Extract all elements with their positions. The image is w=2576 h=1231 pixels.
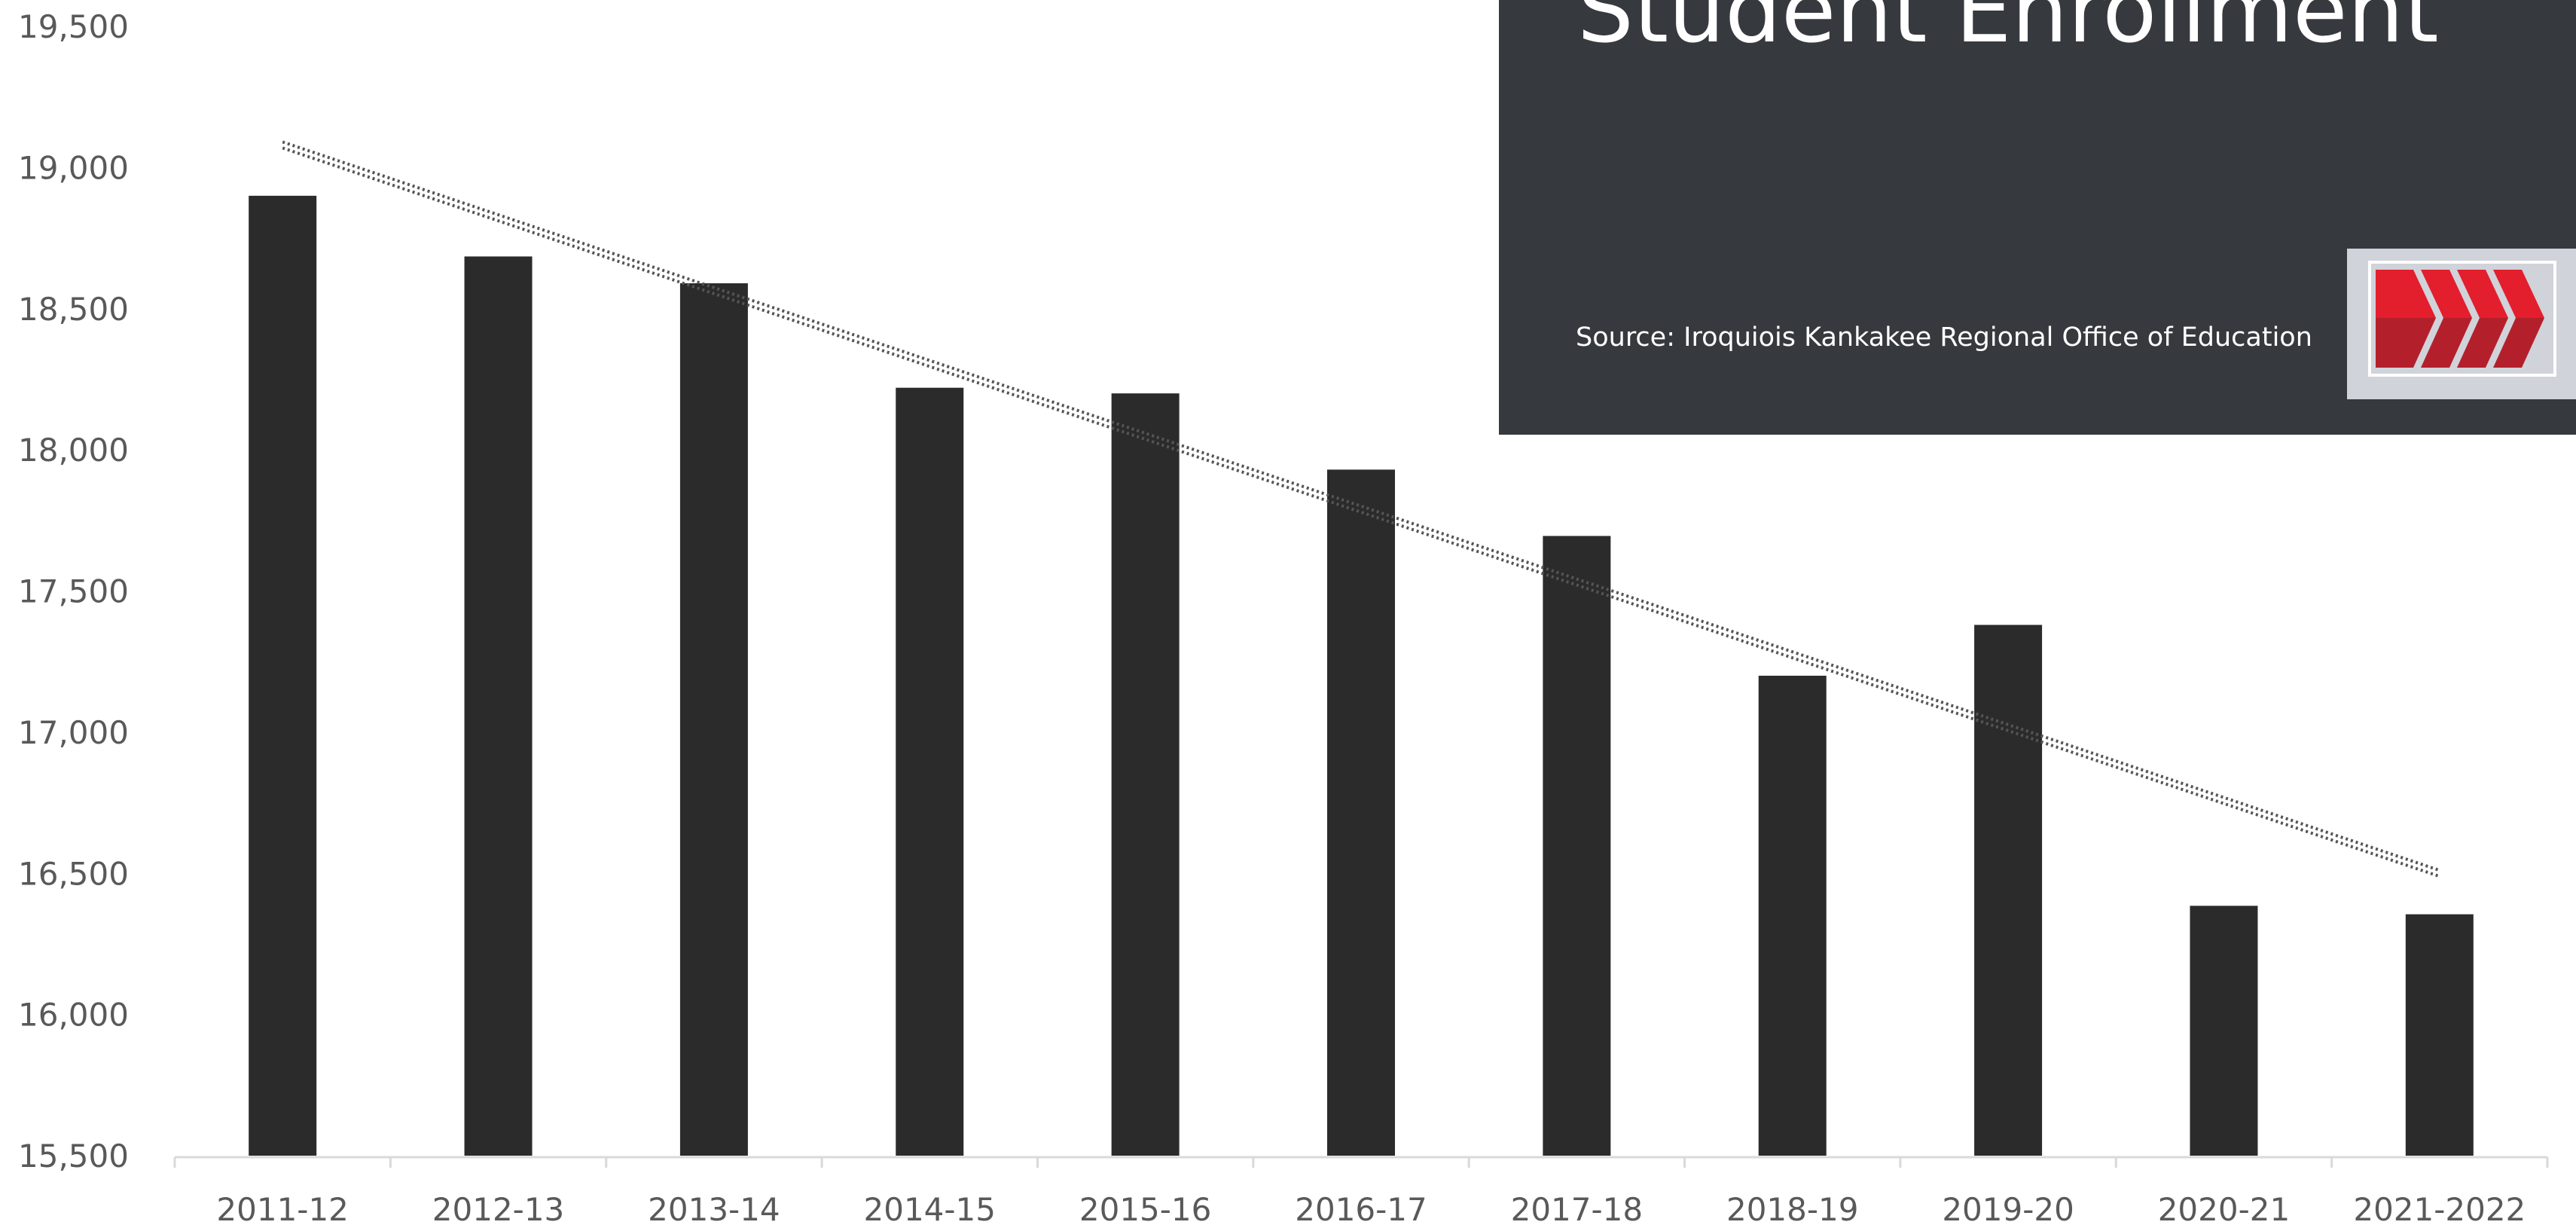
source-note: Source: Iroquiois Kankakee Regional Offi… — [1576, 322, 2312, 353]
y-tick-label: 17,500 — [18, 573, 129, 610]
bar-2016-17 — [1327, 469, 1395, 1156]
y-tick-label: 18,500 — [18, 291, 129, 328]
x-tick-label: 2018-19 — [1726, 1191, 1859, 1228]
y-tick-label: 15,500 — [18, 1138, 129, 1174]
title-panel: Student Enrollment Source: Iroquiois Kan… — [1499, 0, 2576, 435]
x-axis: 2011-12 2012-13 2013-14 2014-15 2015-16 2016-… — [216, 1191, 2526, 1228]
y-tick-label: 17,000 — [18, 714, 129, 751]
chevron-icon — [2493, 270, 2544, 318]
bar-2013-14 — [679, 283, 748, 1156]
x-tick-label: 2015-16 — [1079, 1191, 1212, 1228]
bar-2015-16 — [1111, 393, 1180, 1156]
x-tick-label: 2021-2022 — [2353, 1191, 2526, 1228]
y-tick-label: 19,000 — [18, 149, 129, 186]
bar-2014-15 — [896, 387, 964, 1156]
chevron-icon — [2421, 318, 2472, 368]
bar-2012-13 — [464, 256, 533, 1156]
bar-2020-21 — [2190, 906, 2258, 1156]
bar-2021-2022 — [2405, 914, 2474, 1156]
y-tick-label: 19,500 — [18, 8, 129, 45]
y-tick-label: 18,000 — [18, 432, 129, 469]
y-tick-label: 16,000 — [18, 997, 129, 1034]
x-tick-label: 2017-18 — [1511, 1191, 1644, 1228]
x-tick-label: 2012-13 — [432, 1191, 565, 1228]
chevron-icon — [2457, 270, 2508, 318]
chart-title: Student Enrollment — [1577, 0, 2439, 63]
bars-group — [249, 195, 2474, 1156]
x-tick-label: 2014-15 — [864, 1191, 997, 1228]
bar-2019-20 — [1974, 625, 2043, 1156]
x-tick-marks — [173, 1157, 2549, 1168]
red-chevrons-logo-icon — [2347, 249, 2576, 399]
chevron-icon — [2493, 318, 2544, 368]
bar-2017-18 — [1543, 536, 1611, 1156]
x-tick-label: 2013-14 — [648, 1191, 780, 1228]
y-tick-label: 16,500 — [18, 855, 129, 892]
chevron-icon — [2457, 318, 2508, 368]
x-tick-label: 2011-12 — [216, 1191, 349, 1228]
chevron-icon — [2421, 270, 2472, 318]
y-axis: 15,500 16,000 16,500 17,000 17,500 18,000 18,5… — [18, 8, 129, 1174]
bar-2011-12 — [249, 195, 317, 1156]
x-tick-label: 2019-20 — [1942, 1191, 2074, 1228]
bar-2018-19 — [1758, 675, 1827, 1156]
x-tick-label: 2020-21 — [2158, 1191, 2291, 1228]
x-tick-label: 2016-17 — [1295, 1191, 1427, 1228]
